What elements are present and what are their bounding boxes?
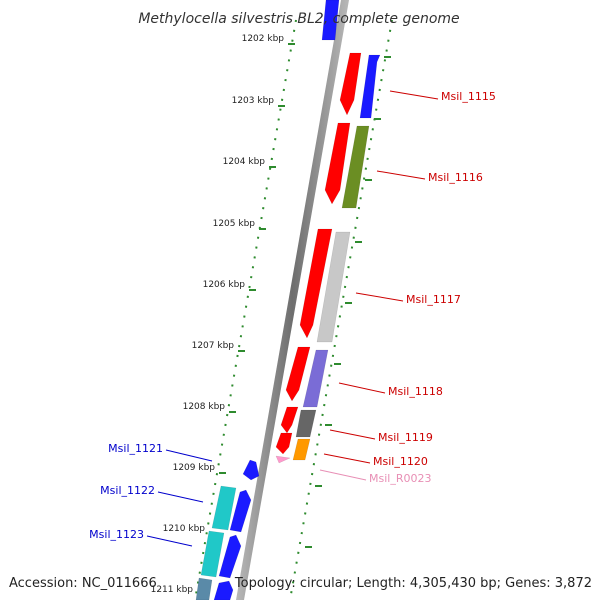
label-connector <box>329 429 376 440</box>
gene-blue-1115 <box>359 54 381 119</box>
label-connector <box>323 453 371 464</box>
label-connector <box>376 170 426 180</box>
gene-grey-1117 <box>316 231 351 343</box>
gene-olive-1116 <box>341 125 370 209</box>
gene-cyan-1122 <box>211 485 237 531</box>
ruler-label: 1208 kbp <box>183 402 226 412</box>
gene-red-1116 <box>324 122 351 205</box>
genome-title: Methylocella silvestris BL2, complete ge… <box>138 11 459 27</box>
gene-label[interactable]: Msil_1119 <box>378 431 433 444</box>
gene-steel-bottom <box>195 577 213 600</box>
gene-purple-1118 <box>302 349 329 408</box>
gene-blue-bottom <box>213 580 234 600</box>
gene-label[interactable]: Msil_1118 <box>388 385 443 398</box>
ruler-ticks: 1202 kbp 1203 kbp 1204 kbp 1205 kbp 1206 kbp… <box>151 34 391 596</box>
genome-backbone <box>236 0 349 600</box>
gene-label[interactable]: Msil_R0023 <box>369 472 431 485</box>
gene-label[interactable]: Msil_1117 <box>406 293 461 306</box>
gene-features <box>195 0 381 600</box>
gene-red-1118 <box>285 346 311 402</box>
gene-labels: Msil_1115 Msil_1116 Msil_1117 Msil_1118 Msil… <box>89 90 496 547</box>
gene-label[interactable]: Msil_1115 <box>441 90 496 103</box>
gene-orange-1120 <box>292 438 311 461</box>
gene-label[interactable]: Msil_1122 <box>100 484 155 497</box>
gene-red-1120 <box>275 432 293 455</box>
gene-red-1119 <box>280 406 299 434</box>
gene-darkgrey-1119 <box>295 409 317 438</box>
ruler-line-right <box>289 19 393 600</box>
ruler-label: 1210 kbp <box>163 524 206 534</box>
gene-label[interactable]: Msil_1121 <box>108 442 163 455</box>
ruler-label: 1202 kbp <box>242 34 285 44</box>
ruler-label: 1207 kbp <box>192 341 235 351</box>
accession-text: Accession: NC_011666 <box>9 576 157 591</box>
label-connector <box>146 535 193 547</box>
ruler-label: 1205 kbp <box>213 219 256 229</box>
label-connector <box>157 491 204 503</box>
label-connector <box>165 449 213 462</box>
gene-blue-top <box>321 0 340 41</box>
ruler-label: 1204 kbp <box>223 157 266 167</box>
gene-pink-r0023 <box>275 455 291 464</box>
gene-cyan-1123 <box>200 530 225 578</box>
ruler-label: 1209 kbp <box>173 463 216 473</box>
gene-label[interactable]: Msil_1120 <box>373 455 428 468</box>
gene-blue-1122 <box>229 489 252 533</box>
label-connector <box>389 90 439 100</box>
label-connector <box>338 382 386 394</box>
label-connector <box>355 292 404 302</box>
gene-label[interactable]: Msil_1123 <box>89 528 144 541</box>
gene-red-1115 <box>339 52 362 116</box>
ruler-label: 1211 kbp <box>151 585 194 595</box>
ruler-label: 1203 kbp <box>232 96 275 106</box>
label-connector <box>319 469 367 481</box>
gene-blue-1121 <box>242 459 260 481</box>
ruler-line-left <box>194 19 297 600</box>
topology-text: Topology: circular; Length: 4,305,430 bp… <box>234 576 592 591</box>
gene-blue-1123 <box>218 534 242 579</box>
gene-label[interactable]: Msil_1116 <box>428 171 483 184</box>
gene-red-1117 <box>299 228 333 339</box>
ruler-label: 1206 kbp <box>203 280 246 290</box>
